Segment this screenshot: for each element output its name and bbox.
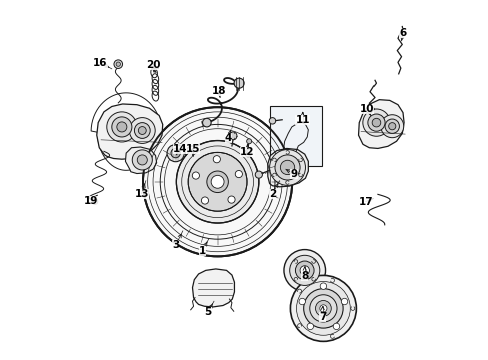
Polygon shape [125, 147, 156, 174]
Circle shape [117, 122, 126, 132]
Circle shape [138, 127, 146, 134]
Circle shape [332, 323, 339, 330]
Polygon shape [192, 269, 234, 307]
Circle shape [114, 60, 122, 68]
Circle shape [274, 155, 300, 180]
Circle shape [228, 132, 237, 140]
Circle shape [320, 283, 326, 289]
Circle shape [384, 119, 399, 134]
Text: 4: 4 [224, 133, 232, 143]
Text: 10: 10 [359, 104, 374, 114]
Circle shape [388, 123, 395, 130]
Circle shape [134, 123, 150, 138]
Circle shape [306, 323, 313, 330]
Circle shape [296, 282, 349, 335]
Circle shape [171, 148, 180, 158]
Circle shape [371, 118, 380, 127]
Circle shape [176, 140, 258, 223]
Text: 6: 6 [399, 28, 406, 38]
Circle shape [269, 149, 305, 185]
Circle shape [129, 118, 155, 143]
Circle shape [289, 255, 319, 285]
Text: 14: 14 [172, 144, 187, 154]
Text: 7: 7 [318, 312, 325, 322]
Circle shape [234, 78, 244, 88]
Circle shape [341, 298, 347, 305]
Circle shape [303, 289, 343, 328]
Circle shape [132, 150, 152, 170]
Text: 3: 3 [172, 240, 179, 250]
Circle shape [290, 275, 356, 341]
Text: 8: 8 [301, 271, 308, 281]
Circle shape [309, 295, 336, 322]
Text: 1: 1 [198, 246, 205, 256]
Circle shape [202, 118, 211, 127]
Circle shape [300, 266, 309, 275]
Circle shape [206, 171, 228, 193]
Text: 20: 20 [146, 59, 161, 69]
Circle shape [246, 139, 251, 144]
Circle shape [380, 115, 403, 138]
Text: 13: 13 [134, 189, 148, 199]
Bar [269, 107, 321, 166]
Circle shape [112, 117, 132, 137]
Circle shape [315, 301, 330, 316]
Text: 17: 17 [358, 197, 372, 207]
Circle shape [188, 152, 246, 211]
Circle shape [269, 118, 275, 124]
Circle shape [92, 199, 98, 204]
Text: 16: 16 [93, 58, 107, 68]
Polygon shape [97, 104, 163, 159]
Circle shape [167, 144, 184, 162]
Circle shape [235, 171, 242, 177]
Circle shape [280, 160, 294, 175]
Circle shape [192, 172, 199, 179]
Text: 19: 19 [84, 196, 99, 206]
Circle shape [213, 156, 220, 163]
Circle shape [142, 107, 292, 256]
Text: 5: 5 [204, 307, 211, 317]
Polygon shape [267, 148, 308, 187]
Text: 12: 12 [240, 147, 254, 157]
Circle shape [367, 114, 384, 131]
Circle shape [319, 305, 326, 312]
Text: 18: 18 [211, 86, 225, 96]
Circle shape [106, 112, 137, 142]
Circle shape [116, 62, 120, 66]
Text: 2: 2 [268, 189, 276, 199]
Text: 15: 15 [185, 144, 200, 154]
Text: 9: 9 [290, 169, 297, 179]
Circle shape [255, 171, 262, 178]
Circle shape [298, 298, 305, 305]
Circle shape [227, 196, 235, 203]
Circle shape [244, 149, 251, 157]
Circle shape [211, 175, 224, 188]
Circle shape [295, 261, 313, 280]
Circle shape [137, 155, 147, 165]
Circle shape [201, 197, 208, 204]
Polygon shape [358, 100, 403, 148]
Circle shape [284, 249, 325, 291]
Circle shape [362, 109, 389, 136]
Text: 11: 11 [295, 115, 309, 125]
